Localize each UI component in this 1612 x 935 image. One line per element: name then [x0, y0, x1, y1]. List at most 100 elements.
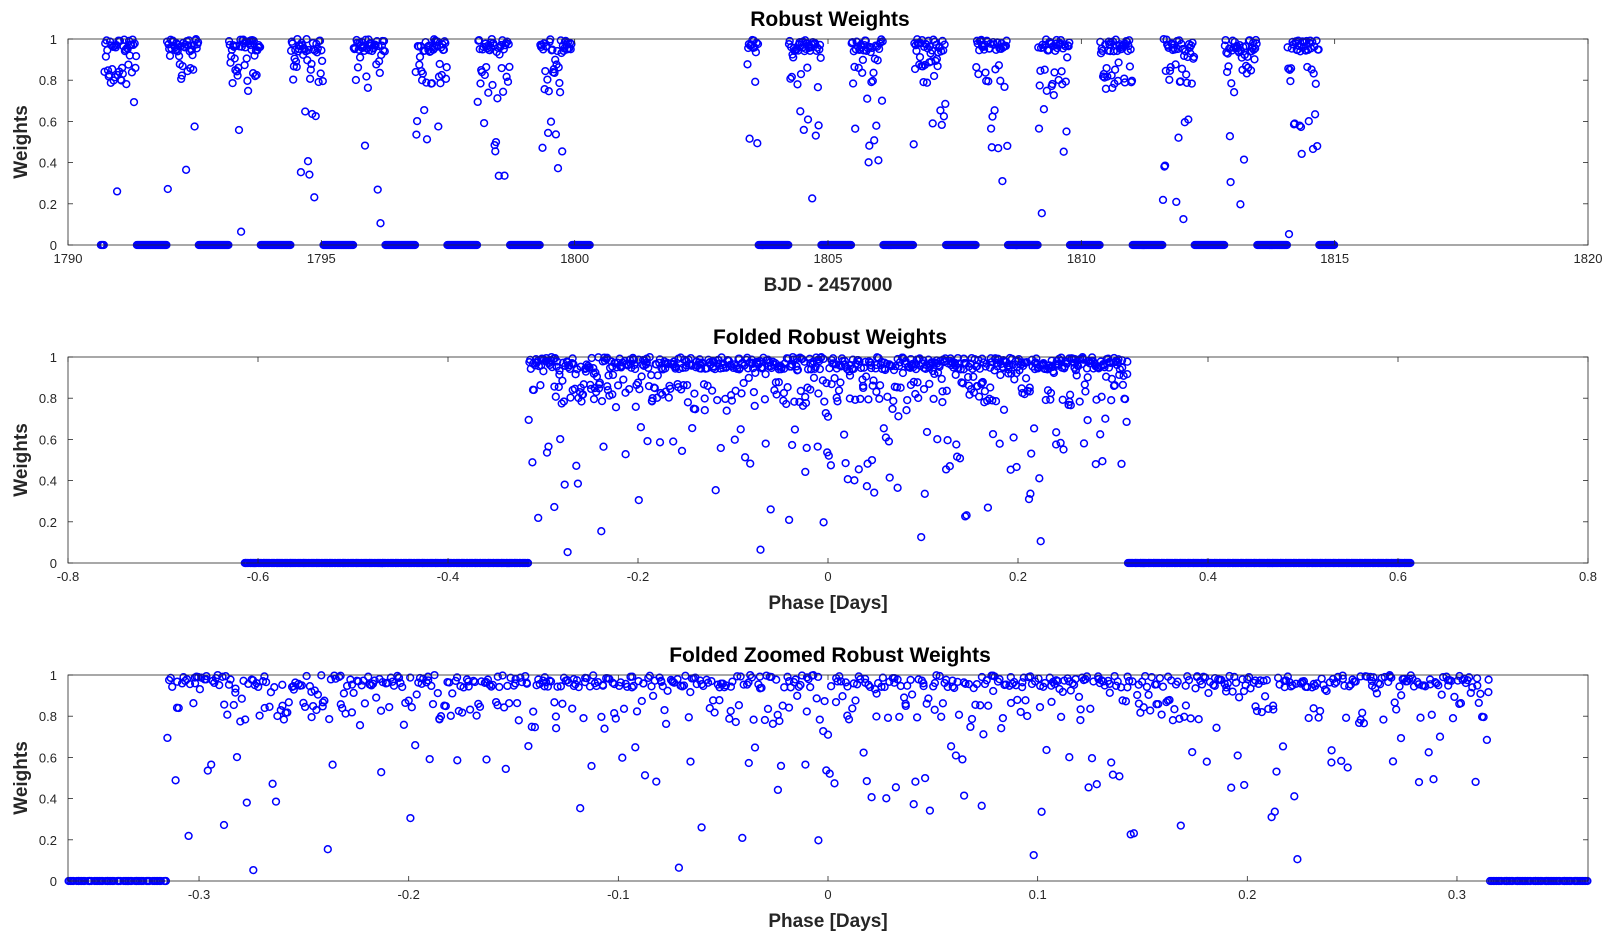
data-point — [1177, 39, 1186, 48]
data-point — [600, 353, 609, 362]
data-point — [1345, 682, 1354, 691]
data-point — [294, 679, 303, 689]
data-point — [742, 680, 752, 689]
data-point — [1280, 682, 1289, 692]
data-point — [187, 45, 196, 54]
data-point — [793, 691, 802, 700]
data-point — [1269, 705, 1278, 714]
data-point — [576, 383, 585, 392]
data-point — [480, 678, 489, 687]
data-point — [1450, 692, 1459, 702]
data-point — [691, 673, 700, 682]
data-point — [236, 227, 246, 236]
data-point — [986, 383, 995, 392]
data-point — [1424, 748, 1433, 757]
data-point — [713, 355, 723, 365]
data-point — [1191, 684, 1200, 693]
data-point — [789, 678, 799, 687]
y-tick-label: 0 — [50, 556, 57, 571]
data-point — [933, 435, 942, 444]
data-point — [629, 681, 638, 691]
data-point — [776, 761, 786, 771]
data-point — [1251, 44, 1260, 53]
data-point — [988, 429, 998, 439]
data-point — [938, 387, 947, 396]
data-point — [972, 362, 982, 371]
data-point — [1068, 679, 1077, 688]
data-point — [317, 46, 326, 55]
data-point — [1283, 672, 1292, 681]
data-point — [862, 776, 871, 786]
data-point — [658, 682, 667, 691]
x-tick-label: 0.1 — [1029, 887, 1047, 902]
data-point — [1013, 695, 1022, 705]
data-point — [798, 354, 807, 364]
data-point — [530, 723, 540, 732]
data-point — [728, 677, 737, 686]
data-point — [1304, 713, 1313, 723]
data-point — [842, 364, 852, 374]
data-point — [434, 122, 443, 131]
data-point — [1118, 363, 1127, 372]
data-point — [493, 672, 502, 681]
data-point — [1057, 67, 1066, 76]
data-point — [1067, 354, 1076, 363]
data-point — [782, 399, 791, 409]
data-point — [249, 865, 258, 875]
data-point — [1058, 687, 1067, 697]
data-point — [451, 676, 460, 686]
data-point — [630, 364, 640, 374]
data-point — [243, 76, 252, 85]
data-point — [861, 36, 870, 45]
data-point — [1260, 692, 1270, 701]
data-point — [767, 672, 776, 682]
data-point — [499, 703, 509, 712]
data-point — [479, 118, 489, 128]
data-point — [863, 459, 872, 468]
data-point — [1075, 397, 1084, 406]
data-point — [744, 373, 753, 383]
data-point — [1061, 77, 1070, 86]
y-axis-label: Weights — [11, 423, 32, 497]
data-point — [251, 71, 260, 81]
data-point — [649, 383, 659, 392]
data-point — [219, 820, 229, 830]
data-point — [766, 362, 775, 371]
data-point — [655, 358, 664, 368]
data-point — [616, 362, 625, 371]
data-point — [661, 719, 671, 729]
x-tick-label: 1800 — [560, 251, 589, 266]
data-point — [231, 688, 240, 697]
data-point — [1427, 710, 1436, 719]
data-point — [974, 69, 983, 79]
data-point — [845, 394, 855, 403]
data-point — [1121, 697, 1131, 706]
data-point — [305, 682, 315, 691]
data-point — [568, 704, 577, 713]
data-point — [663, 686, 672, 695]
data-point — [803, 115, 813, 124]
data-point — [1133, 690, 1142, 700]
y-tick-label: 0.2 — [39, 515, 57, 530]
data-point — [1087, 754, 1097, 763]
data-point — [422, 135, 432, 144]
data-point — [702, 675, 711, 684]
y-tick-label: 0.8 — [39, 73, 57, 88]
data-point — [967, 714, 977, 724]
data-point — [375, 674, 384, 684]
data-point — [814, 355, 823, 364]
data-point — [1115, 772, 1124, 781]
data-point — [848, 79, 858, 88]
data-point — [976, 701, 985, 710]
data-point — [931, 56, 940, 66]
data-point — [215, 680, 224, 690]
data-point — [990, 106, 999, 115]
data-point — [1021, 374, 1031, 383]
data-point — [1222, 67, 1232, 77]
data-point — [1327, 758, 1336, 767]
x-tick-label: -0.1 — [607, 887, 629, 902]
data-point — [428, 699, 438, 709]
data-point — [1058, 395, 1067, 404]
data-point — [163, 184, 172, 194]
data-point — [1110, 671, 1119, 681]
